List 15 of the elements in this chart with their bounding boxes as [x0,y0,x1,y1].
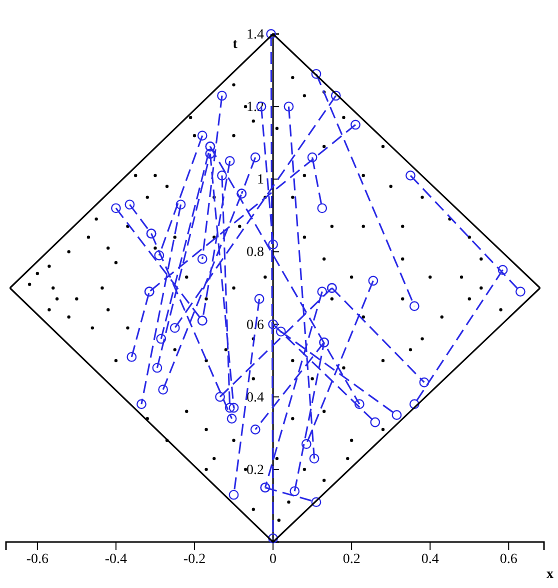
y-tick-label: 1 [257,172,264,188]
y-tick-label: 0.6 [246,318,264,333]
x-tick-label: 0.4 [421,552,439,567]
x-tick-label: 0.2 [342,552,360,567]
x-tick-label: -0.4 [104,552,128,567]
y-axis-title: t [232,37,238,52]
y-tick-label: 0.8 [246,245,264,260]
y-tick-label: 0.2 [246,462,264,478]
x-tick-label: 0.6 [500,552,518,567]
y-tick-label: 0.4 [246,390,264,406]
x-tick-label: 0 [270,552,277,567]
y-tick-label: 1.4 [246,27,264,42]
x-tick-label: -0.2 [183,552,206,567]
x-axis-title: x [546,567,554,582]
x-tick-label: -0.6 [26,552,48,567]
